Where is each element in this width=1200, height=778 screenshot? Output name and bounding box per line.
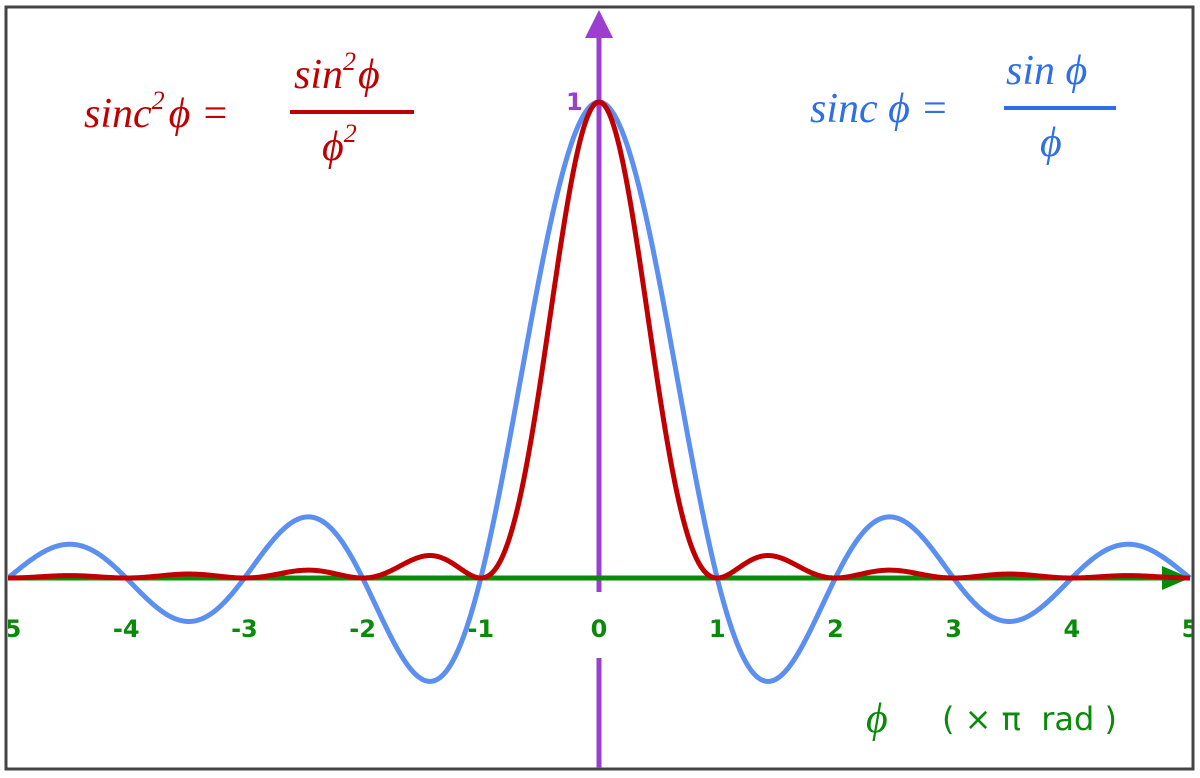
x-axis-label: ϕ ( × π rad ) — [866, 696, 1117, 742]
svg-text:sin ϕ: sin ϕ — [1006, 48, 1087, 94]
fraction-bar — [1004, 106, 1116, 110]
fraction-bar — [290, 110, 414, 114]
x-tick-label: 3 — [945, 615, 962, 643]
svg-text:ϕ2: ϕ2 — [322, 119, 357, 170]
svg-text:sinc ϕ =: sinc ϕ = — [810, 86, 949, 132]
svg-text:( × π rad ): ( × π rad ) — [942, 700, 1117, 738]
sinc-squared-formula: sinc2ϕ = sin2ϕ ϕ2 — [84, 47, 414, 170]
svg-text:ϕ: ϕ — [866, 696, 888, 742]
svg-text:ϕ: ϕ — [1040, 120, 1062, 166]
x-tick-label: 0 — [591, 615, 608, 643]
x-tick-label: -2 — [349, 615, 376, 643]
svg-text:sinc2ϕ =: sinc2ϕ = — [84, 86, 229, 137]
x-tick-label: 1 — [709, 615, 726, 643]
x-tick-label: -5 — [0, 615, 21, 643]
x-tick-label: -1 — [467, 615, 494, 643]
series-sinc-squared-line — [8, 99, 1192, 581]
svg-text:sin2ϕ: sin2ϕ — [294, 47, 380, 98]
x-tick-label: -4 — [113, 615, 140, 643]
formula-lhs: sinc — [84, 91, 152, 137]
x-tick-label: 5 — [1182, 615, 1199, 643]
y-tick-label-1: 1 — [566, 88, 583, 116]
y-axis-arrowhead — [585, 10, 613, 38]
x-tick-label: 4 — [1063, 615, 1080, 643]
sinc-formula: sinc ϕ = sin ϕ ϕ — [810, 48, 1116, 166]
x-tick-label: -3 — [231, 615, 258, 643]
x-tick-label: 2 — [827, 615, 844, 643]
